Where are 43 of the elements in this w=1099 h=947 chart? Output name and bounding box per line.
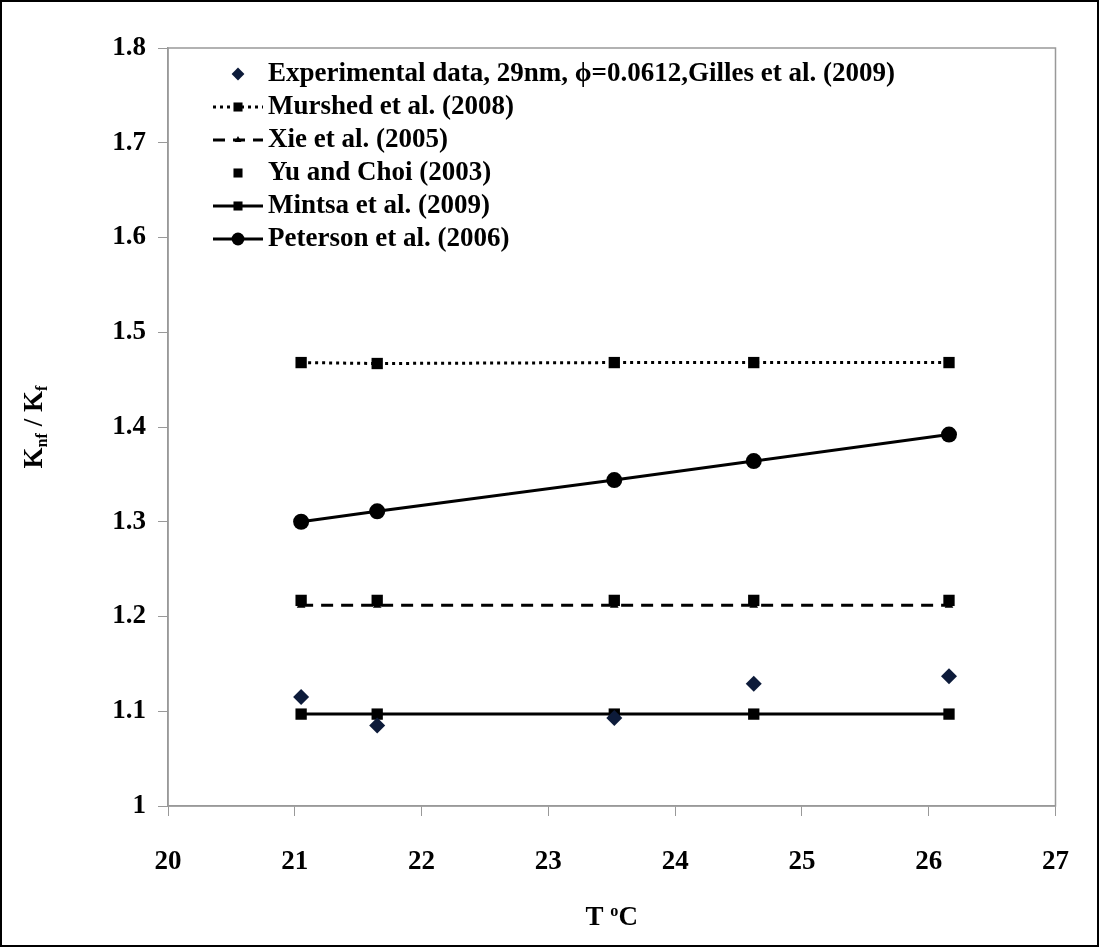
legend-label: Mintsa et al. (2009)	[268, 188, 490, 219]
legend-label: Xie et al. (2005)	[268, 122, 448, 153]
y-tick-label: 1.4	[112, 409, 146, 440]
y-tick-label: 1.2	[112, 599, 146, 630]
point	[941, 668, 957, 685]
legend-label: Murshed et al. (2008)	[268, 89, 514, 120]
legend-label: Yu and Choi (2003)	[268, 155, 492, 186]
point	[293, 513, 310, 530]
point	[295, 708, 307, 720]
x-tick-label: 26	[915, 845, 943, 876]
point	[369, 503, 386, 520]
point	[941, 426, 957, 443]
x-tick-label: 24	[661, 845, 689, 876]
x-tick-label: 23	[534, 845, 562, 876]
x-tick-label: 25	[788, 845, 816, 876]
point	[745, 453, 762, 470]
point	[371, 357, 383, 370]
point	[606, 472, 623, 489]
y-axis-title: Knf / Kf	[18, 385, 52, 469]
point	[748, 356, 760, 369]
point	[606, 709, 623, 726]
point	[293, 689, 310, 706]
y-tick-label: 1.3	[112, 504, 146, 535]
x-tick-label: 27	[1042, 845, 1069, 876]
y-tick-label: 1.7	[112, 125, 146, 156]
x-tick-label: 21	[281, 845, 309, 876]
point	[943, 708, 955, 720]
point	[295, 356, 307, 369]
y-tick-label: 1.5	[112, 315, 146, 346]
y-tick-label: 1.6	[112, 220, 146, 251]
y-tick-label: 1.1	[112, 694, 146, 725]
point	[371, 708, 383, 720]
point	[943, 356, 955, 369]
legend-label: Experimental data, 29nm, ϕ=0.0612,Gilles et al. (2009)	[268, 56, 895, 87]
point	[608, 356, 620, 369]
point	[369, 717, 386, 734]
point	[745, 675, 762, 692]
point	[748, 708, 760, 720]
x-tick-label: 22	[408, 845, 436, 876]
legend-label: Peterson et al. (2006)	[268, 221, 510, 252]
y-tick-label: 1.8	[112, 30, 146, 61]
x-tick-label: 20	[154, 845, 182, 876]
y-tick-label: 1	[132, 788, 146, 819]
